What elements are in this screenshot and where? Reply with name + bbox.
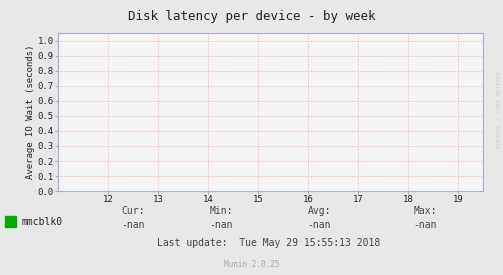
Y-axis label: Average IO Wait (seconds): Average IO Wait (seconds) xyxy=(26,45,35,179)
Text: Last update:  Tue May 29 15:55:13 2018: Last update: Tue May 29 15:55:13 2018 xyxy=(157,238,381,248)
Text: Cur:: Cur: xyxy=(122,206,145,216)
Text: -nan: -nan xyxy=(308,220,331,230)
Text: Max:: Max: xyxy=(413,206,437,216)
Text: Min:: Min: xyxy=(210,206,233,216)
Text: RRDTOOL / TOBI OETIKER: RRDTOOL / TOBI OETIKER xyxy=(497,72,502,148)
Text: Avg:: Avg: xyxy=(308,206,331,216)
Text: Munin 2.0.25: Munin 2.0.25 xyxy=(224,260,279,269)
Text: -nan: -nan xyxy=(210,220,233,230)
Text: Disk latency per device - by week: Disk latency per device - by week xyxy=(128,10,375,23)
Text: -nan: -nan xyxy=(122,220,145,230)
Text: mmcblk0: mmcblk0 xyxy=(21,217,62,227)
Text: -nan: -nan xyxy=(413,220,437,230)
